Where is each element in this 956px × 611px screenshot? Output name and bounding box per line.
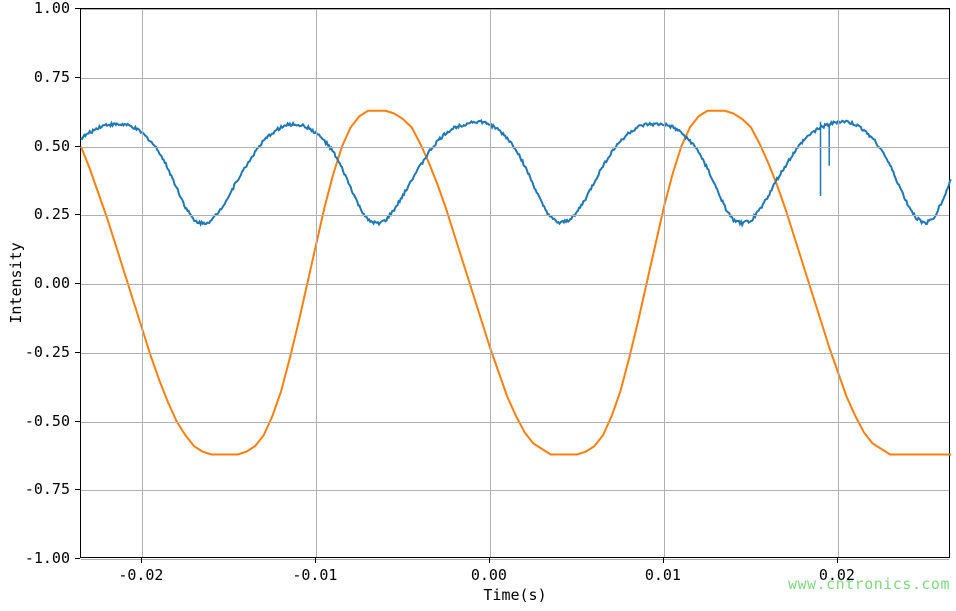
- y-tick: [75, 214, 80, 215]
- watermark-text: www.cntronics.com: [788, 575, 950, 593]
- y-tick: [75, 8, 80, 9]
- x-tick-label: 0.02: [819, 566, 855, 584]
- y-tick: [75, 77, 80, 78]
- y-tick-label: 0.25: [0, 205, 70, 223]
- y-tick-label: 0.50: [0, 137, 70, 155]
- y-tick-label: 0.75: [0, 68, 70, 86]
- gridline-vertical: [490, 9, 491, 557]
- x-tick: [837, 558, 838, 563]
- y-tick: [75, 489, 80, 490]
- x-axis-label: Time(s): [483, 586, 546, 604]
- x-tick: [315, 558, 316, 563]
- x-tick-label: 0.01: [645, 566, 681, 584]
- y-tick-label: -1.00: [0, 549, 70, 567]
- y-tick: [75, 558, 80, 559]
- x-tick-label: 0.00: [471, 566, 507, 584]
- x-tick-label: -0.02: [118, 566, 163, 584]
- y-tick: [75, 283, 80, 284]
- y-tick-label: -0.25: [0, 343, 70, 361]
- gridline-horizontal: [81, 78, 949, 79]
- y-tick-label: -0.75: [0, 480, 70, 498]
- y-tick: [75, 352, 80, 353]
- y-tick-label: 0.00: [0, 274, 70, 292]
- gridline-vertical: [664, 9, 665, 557]
- gridline-vertical: [316, 9, 317, 557]
- y-tick: [75, 146, 80, 147]
- gridline-vertical: [838, 9, 839, 557]
- y-tick: [75, 421, 80, 422]
- intensity-time-chart: Time(s) Intensity www.cntronics.com -0.0…: [0, 0, 956, 611]
- gridline-horizontal: [81, 147, 949, 148]
- gridline-horizontal: [81, 9, 949, 10]
- gridline-vertical: [142, 9, 143, 557]
- gridline-horizontal: [81, 215, 949, 216]
- gridline-horizontal: [81, 490, 949, 491]
- x-tick: [489, 558, 490, 563]
- gridline-horizontal: [81, 353, 949, 354]
- y-tick-label: 1.00: [0, 0, 70, 17]
- y-tick-label: -0.50: [0, 412, 70, 430]
- gridline-horizontal: [81, 422, 949, 423]
- x-tick-label: -0.01: [292, 566, 337, 584]
- gridline-horizontal: [81, 284, 949, 285]
- plot-area: [80, 8, 950, 558]
- x-tick: [141, 558, 142, 563]
- x-tick: [663, 558, 664, 563]
- gridline-horizontal: [81, 559, 949, 560]
